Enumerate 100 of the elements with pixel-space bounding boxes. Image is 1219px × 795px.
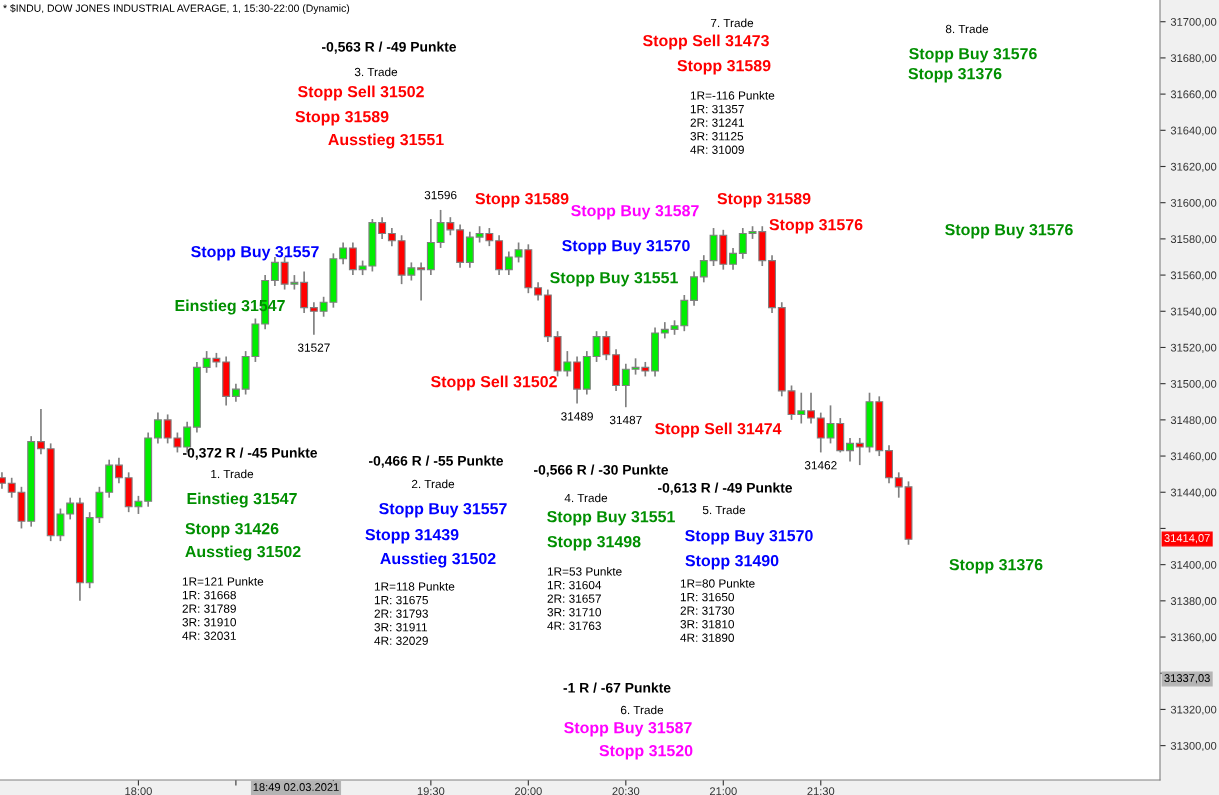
annotation: Stopp 31376	[908, 67, 1002, 83]
annotation: -0,372 R / -45 Punkte	[183, 447, 318, 460]
annotation: Stopp Buy 31557	[191, 245, 319, 261]
candlestick	[504, 250, 513, 276]
annotation: 31527	[297, 343, 330, 352]
text: 31337,03	[1164, 674, 1210, 684]
annotation: 2. Trade	[411, 479, 455, 489]
y-tick-label: 31500,00	[1170, 379, 1217, 390]
candlestick	[690, 270, 699, 307]
annotation: 31489	[561, 412, 593, 421]
annotation: Stopp 31520	[599, 744, 693, 760]
y-tick-label: 31380,00	[1170, 597, 1217, 607]
annotation: Stopp Buy 31551	[547, 510, 675, 526]
annotation: Stopp 31589	[717, 192, 811, 208]
candlestick	[387, 227, 396, 247]
annotation: Einstieg 31547	[187, 492, 297, 508]
annotation: 1R=118 Punkte 1R: 31675 2R: 31793 3R: 31911 4R: 32029	[374, 582, 455, 645]
annotation: Ausstieg 31551	[328, 133, 444, 149]
y-tick-label: 31700,00	[1170, 17, 1217, 28]
annotation: Stopp Buy 31587	[564, 721, 692, 737]
y-tick-label: 31320,00	[1170, 705, 1217, 715]
y-tick-label: 31680,00	[1170, 54, 1217, 64]
annotation: -0,466 R / -55 Punkte	[369, 455, 504, 468]
text: 18:49 02.03.2021	[253, 783, 339, 791]
annotation: Stopp Sell 31473	[642, 34, 769, 50]
annotation: 5. Trade	[702, 505, 746, 515]
y-tick-label: 31300,00	[1170, 741, 1217, 752]
candlestick	[534, 281, 543, 302]
x-tick-label: 21:30	[807, 787, 835, 795]
candlestick	[621, 362, 630, 409]
annotation: Stopp 31589	[475, 192, 569, 208]
annotation: 31487	[609, 415, 642, 425]
annotation: 4. Trade	[564, 493, 608, 503]
annotation: -0,566 R / -30 Punkte	[534, 464, 669, 477]
x-tick-label: 18:00	[125, 787, 152, 795]
annotation: 3. Trade	[354, 67, 398, 77]
annotation: Stopp Buy 31557	[379, 502, 507, 518]
annotation: Stopp Sell 31502	[430, 375, 557, 391]
candlestick	[309, 301, 318, 336]
annotation: Stopp 31490	[685, 554, 779, 570]
candlestick	[729, 247, 738, 271]
annotation: Stopp Sell 31502	[297, 85, 424, 101]
annotation: 1R=121 Punkte 1R: 31668 2R: 31789 3R: 31910 4R: 32031	[182, 577, 264, 640]
candlestick	[231, 382, 240, 403]
y-tick-label: 31620,00	[1170, 162, 1217, 172]
candlestick	[153, 411, 162, 445]
x-tick-label: 21:00	[709, 787, 737, 795]
text: 31414,07	[1164, 534, 1210, 544]
x-tick-label: 20:00	[514, 787, 542, 795]
candlestick	[807, 391, 815, 425]
annotation: Ausstieg 31502	[380, 552, 496, 568]
annotation: 31462	[804, 461, 837, 470]
annotation: 8. Trade	[945, 24, 989, 34]
annotation: -0,563 R / -49 Punkte	[322, 41, 457, 54]
annotation: 31596	[424, 190, 457, 200]
y-tick-label: 31540,00	[1170, 307, 1217, 317]
candlestick	[846, 437, 854, 463]
annotation: 1. Trade	[211, 469, 254, 479]
candlestick	[348, 241, 357, 276]
chart-title: * $INDU, DOW JONES INDUSTRIAL AVERAGE, 1, 15:30-22:00 (Dynamic)	[3, 4, 350, 14]
annotation: Stopp Buy 31570	[562, 239, 690, 255]
annotation: 7. Trade	[710, 18, 754, 28]
y-tick-label: 31560,00	[1170, 271, 1217, 281]
annotation: 1R=53 Punkte 1R: 31604 2R: 31657 3R: 31710 4R: 31763	[547, 567, 622, 630]
y-tick-label: 31360,00	[1170, 633, 1217, 643]
y-tick-label: 31440,00	[1170, 488, 1217, 498]
annotation: Stopp 31376	[949, 558, 1043, 574]
annotation: 6. Trade	[620, 705, 664, 715]
annotation: Stopp 31426	[185, 522, 279, 538]
y-tick-label: 31640,00	[1170, 126, 1217, 136]
annotation: -0,613 R / -49 Punkte	[658, 482, 793, 495]
annotation: Stopp 31576	[769, 218, 863, 234]
candlestick	[66, 496, 75, 521]
candlestick	[270, 256, 279, 287]
annotation: Ausstieg 31502	[185, 545, 301, 561]
annotation: Stopp Buy 31551	[550, 271, 678, 287]
y-tick-label: 31600,00	[1170, 198, 1217, 209]
y-tick-label: 31520,00	[1170, 343, 1217, 353]
annotation: Stopp Sell 31474	[654, 422, 782, 438]
candlestick	[417, 261, 426, 302]
annotation: Stopp Buy 31570	[685, 529, 813, 545]
candlestick	[339, 241, 348, 266]
y-tick-label: 31580,00	[1170, 235, 1217, 245]
annotation: 1R=80 Punkte 1R: 31650 2R: 31730 3R: 31810 4R: 31890	[680, 579, 755, 642]
annotation: Stopp Buy 31576	[945, 223, 1073, 239]
y-tick-label: 31660,00	[1170, 90, 1217, 100]
candlestick	[378, 216, 387, 240]
annotation: Stopp 31589	[295, 110, 389, 126]
x-tick-label: 19:30	[417, 787, 445, 795]
y-tick-label: 31480,00	[1170, 416, 1217, 426]
x-tick-label: 20:30	[612, 787, 640, 795]
annotation: Stopp Buy 31587	[571, 204, 699, 220]
annotation: 1R=-116 Punkte 1R: 31357 2R: 31241 3R: 31125 4R: 31009	[690, 91, 775, 154]
y-tick-label: 31400,00	[1170, 560, 1217, 571]
candlestick	[36, 408, 45, 456]
annotation: -1 R / -67 Punkte	[563, 682, 671, 693]
y-tick-label: 31460,00	[1170, 452, 1217, 462]
annotation: Stopp 31439	[365, 528, 459, 544]
candlestick	[114, 457, 123, 485]
annotation: Stopp 31498	[547, 535, 641, 551]
